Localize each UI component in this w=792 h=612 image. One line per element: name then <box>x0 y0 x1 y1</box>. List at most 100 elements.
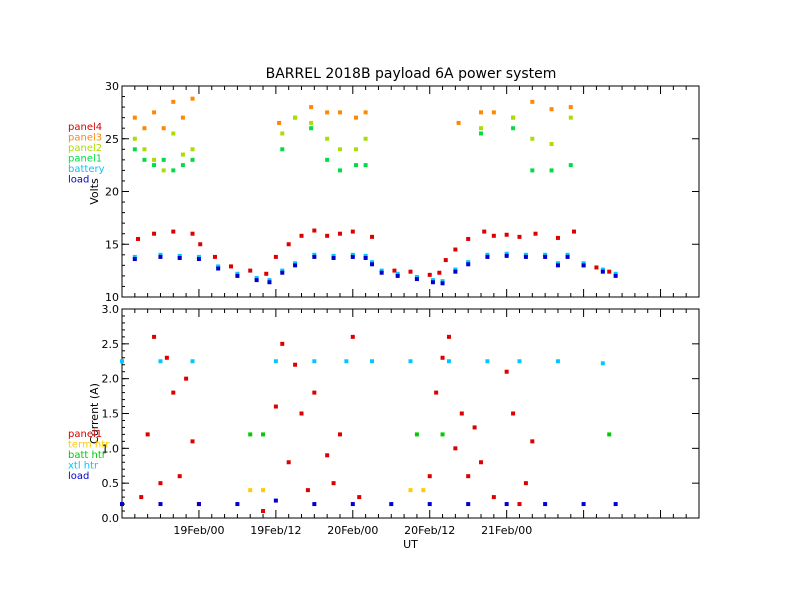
point-1-0-22 <box>357 495 362 500</box>
point-0-3-8 <box>309 126 314 131</box>
point-0-5-28 <box>581 263 586 268</box>
point-0-5-26 <box>555 263 560 268</box>
point-0-0-33 <box>607 269 612 274</box>
point-1-0-15 <box>299 411 304 416</box>
y-axis-label-0: Volts <box>88 178 101 205</box>
y-tick-label-0-4: 30 <box>105 80 119 93</box>
point-0-5-2 <box>177 255 182 260</box>
legend-entry-1-0: panel1 <box>68 429 102 440</box>
point-1-0-2 <box>152 334 157 339</box>
point-1-0-4 <box>164 355 169 360</box>
point-0-0-32 <box>594 265 599 270</box>
point-1-0-20 <box>337 432 342 437</box>
point-1-0-36 <box>523 481 528 486</box>
point-0-3-4 <box>171 168 176 173</box>
point-0-4-29 <box>600 267 605 272</box>
legend-entry-0-2: panel2 <box>68 143 102 154</box>
point-0-3-13 <box>479 131 484 136</box>
point-0-4-21 <box>466 260 471 265</box>
point-0-0-30 <box>571 229 576 234</box>
point-0-2-15 <box>511 115 516 120</box>
point-0-5-27 <box>565 254 570 259</box>
point-0-3-9 <box>325 157 330 162</box>
point-0-1-20 <box>568 105 573 110</box>
y-tick-label-1-6: 3.0 <box>102 303 120 316</box>
point-0-4-9 <box>293 261 298 266</box>
point-0-5-3 <box>196 257 201 262</box>
point-0-4-11 <box>331 253 336 258</box>
point-1-4-13 <box>613 502 618 507</box>
point-0-2-5 <box>180 152 185 157</box>
point-1-0-25 <box>440 355 445 360</box>
point-0-1-0 <box>132 115 137 120</box>
point-0-4-22 <box>485 252 490 257</box>
point-0-2-7 <box>280 131 285 136</box>
y-tick-label-0-3: 25 <box>105 133 119 146</box>
point-0-1-3 <box>161 126 166 131</box>
point-0-4-19 <box>440 279 445 284</box>
point-0-0-6 <box>228 264 233 269</box>
point-0-5-6 <box>254 278 259 283</box>
point-0-2-8 <box>293 115 298 120</box>
point-0-0-17 <box>392 268 397 273</box>
point-1-0-16 <box>305 488 310 493</box>
legend-entry-1-4: load <box>68 471 89 482</box>
point-1-4-6 <box>350 502 355 507</box>
point-0-1-14 <box>456 120 461 125</box>
point-0-0-9 <box>273 254 278 259</box>
point-0-0-2 <box>171 229 176 234</box>
point-0-1-15 <box>479 110 484 115</box>
legend-entry-0-3: panel1 <box>68 154 102 165</box>
point-0-5-8 <box>280 270 285 275</box>
point-0-4-15 <box>379 268 384 273</box>
point-0-0-10 <box>286 242 291 247</box>
x-tick-label-3: 20Feb/12 <box>404 524 455 537</box>
point-1-3-8 <box>446 359 451 364</box>
point-1-4-10 <box>504 502 509 507</box>
point-1-0-1 <box>145 432 150 437</box>
point-1-2-4 <box>607 432 612 437</box>
point-0-1-4 <box>171 99 176 104</box>
point-0-0-14 <box>337 231 342 236</box>
point-1-1-2 <box>408 488 413 493</box>
point-1-0-5 <box>171 390 176 395</box>
point-1-4-5 <box>312 502 317 507</box>
point-0-5-19 <box>440 281 445 286</box>
point-0-0-16 <box>370 234 375 239</box>
point-1-4-7 <box>389 502 394 507</box>
point-1-0-18 <box>325 453 330 458</box>
point-0-5-24 <box>523 254 528 259</box>
point-0-4-24 <box>523 252 528 257</box>
y-tick-label-0-2: 20 <box>105 186 119 199</box>
plot-frame-1 <box>121 308 700 519</box>
point-1-3-4 <box>312 359 317 364</box>
y-tick-label-1-5: 2.5 <box>102 338 120 351</box>
y-tick-label-0-1: 15 <box>105 238 119 251</box>
point-0-1-19 <box>549 107 554 112</box>
legend-entry-1-1: term htr <box>68 440 110 451</box>
point-1-3-1 <box>158 359 163 364</box>
point-1-0-37 <box>530 439 535 444</box>
legend-entry-0-0: panel4 <box>68 122 102 133</box>
point-0-5-13 <box>363 255 368 260</box>
point-0-5-0 <box>132 257 137 262</box>
point-0-2-2 <box>152 157 157 162</box>
point-0-2-10 <box>325 136 330 141</box>
point-0-3-11 <box>354 163 359 168</box>
point-0-2-11 <box>337 147 342 152</box>
point-0-4-12 <box>350 252 355 257</box>
point-1-0-35 <box>517 502 522 507</box>
point-0-4-28 <box>581 261 586 266</box>
point-0-3-12 <box>363 163 368 168</box>
point-0-1-10 <box>325 110 330 115</box>
point-1-4-0 <box>120 502 124 507</box>
point-0-0-8 <box>264 271 269 276</box>
point-0-2-0 <box>132 136 137 141</box>
point-1-0-24 <box>434 390 439 395</box>
point-0-5-7 <box>267 280 272 285</box>
point-0-2-3 <box>161 168 166 173</box>
point-1-1-0 <box>248 488 253 493</box>
point-0-4-7 <box>267 278 272 283</box>
point-1-1-1 <box>261 488 266 493</box>
point-0-4-4 <box>216 264 221 269</box>
